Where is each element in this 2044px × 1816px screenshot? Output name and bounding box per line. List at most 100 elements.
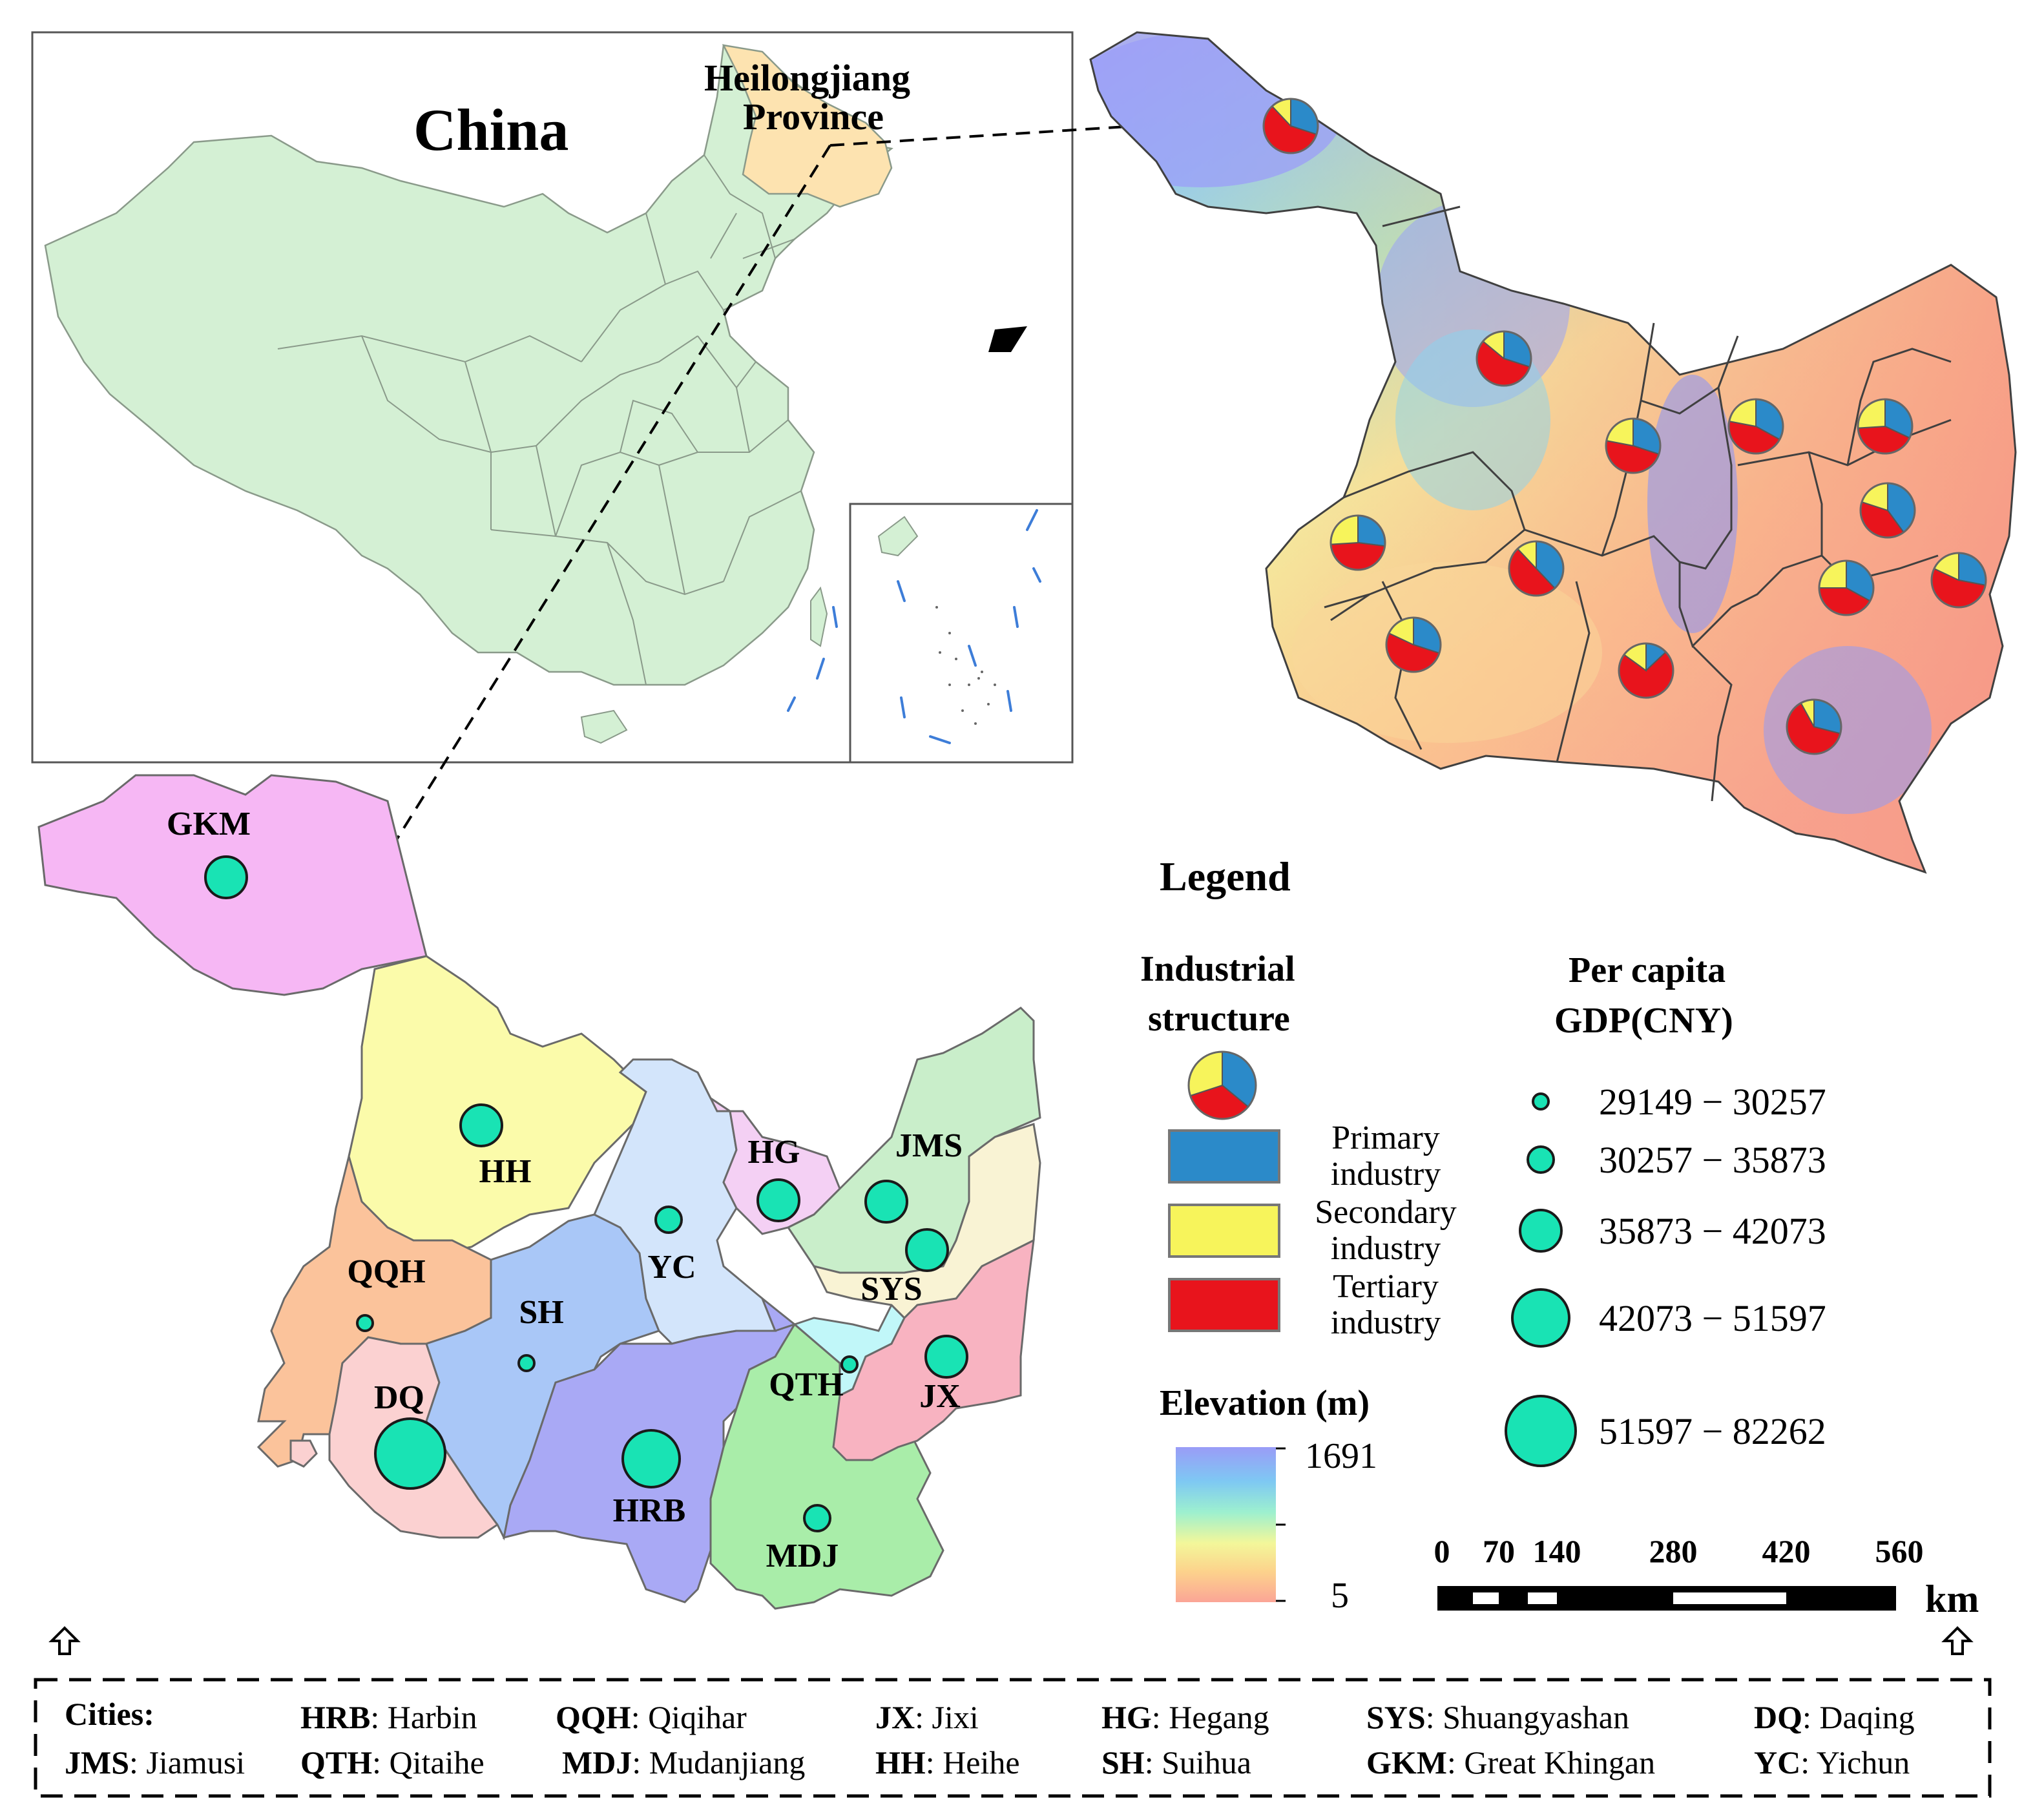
region-sh-patch xyxy=(289,1439,318,1468)
gdp-legend-rows: 29149 − 30257 30257 − 35873 35873 − 42073 4… xyxy=(1505,1081,1826,1467)
industry-pie-charts xyxy=(1262,98,1987,755)
city-key-entry: DQ: Daqing xyxy=(1754,1699,1915,1735)
china-title: China xyxy=(413,97,568,163)
city-gdp-circle-hrb xyxy=(621,1429,681,1488)
scale-tick-label: 140 xyxy=(1533,1533,1581,1569)
city-key-entry: GKM: Great Khingan xyxy=(1366,1744,1655,1780)
elevation-title: Elevation (m) xyxy=(1160,1383,1370,1423)
industry-pie xyxy=(1330,514,1386,571)
city-gdp-circle-mdj xyxy=(803,1504,831,1532)
industry-swatch xyxy=(1168,1204,1280,1258)
legend-pie-icon xyxy=(1187,1050,1257,1120)
scale-tick-label: 70 xyxy=(1483,1533,1515,1569)
industry-pie xyxy=(1727,398,1784,455)
city-key-frame xyxy=(34,1678,1992,1798)
city-label-mdj: MDJ xyxy=(766,1538,839,1574)
scale-unit: km xyxy=(1925,1578,1979,1620)
city-key-entry: JMS: Jiamusi xyxy=(65,1744,245,1780)
city-key-entry: QTH: Qitaihe xyxy=(300,1744,485,1780)
industry-swatch xyxy=(1168,1129,1280,1184)
city-key-entry: YC: Yichun xyxy=(1754,1744,1910,1780)
hainan-island xyxy=(580,709,628,744)
industrial-title-line1: Industrial xyxy=(1140,949,1295,989)
city-gdp-circle-qth xyxy=(840,1355,859,1373)
city-gdp-circle-gkm xyxy=(204,855,248,899)
industry-label-line2: industry xyxy=(1331,1230,1441,1267)
industrial-title-line2: structure xyxy=(1148,999,1290,1039)
city-label-hg: HG xyxy=(748,1134,800,1171)
city-label-sh: SH xyxy=(519,1294,563,1331)
industry-pie xyxy=(1618,642,1674,699)
china-inset-map: China Heilongjiang Province xyxy=(31,31,1074,764)
city-key-entry: MDJ: Mudanjiang xyxy=(562,1744,805,1780)
city-gdp-circle-dq xyxy=(374,1417,446,1490)
industry-pie xyxy=(1605,417,1662,474)
region-yc xyxy=(593,1058,777,1345)
industry-pie xyxy=(1476,330,1532,387)
industry-pie xyxy=(1818,559,1875,616)
scale-tick-label: 280 xyxy=(1649,1533,1698,1569)
city-gdp-circle-sh xyxy=(517,1354,536,1372)
industry-label-line1: Secondary xyxy=(1315,1194,1456,1231)
industry-pie xyxy=(1385,616,1442,673)
industry-pie xyxy=(1262,98,1319,154)
city-key-entry: SH: Suihua xyxy=(1101,1744,1251,1780)
gdp-legend-circle xyxy=(1519,1209,1563,1253)
gdp-legend-label: 51597 − 82262 xyxy=(1599,1410,1826,1452)
gdp-title-line2: GDP(CNY) xyxy=(1554,1001,1733,1041)
gdp-legend-circle xyxy=(1511,1288,1570,1348)
elevation-min-label: 5 xyxy=(1331,1576,1349,1616)
city-key-entry: HH: Heihe xyxy=(875,1744,1020,1780)
city-gdp-circle-hh xyxy=(459,1103,503,1147)
city-label-jms: JMS xyxy=(895,1127,963,1164)
small-island-mark xyxy=(988,326,1027,352)
legend: Legend Industrial structure Primaryindus… xyxy=(1140,853,1826,1616)
north-arrow-right xyxy=(1941,1626,1974,1655)
connector-lines xyxy=(367,125,1138,886)
city-key-heading: Cities: xyxy=(65,1696,154,1732)
province-label-line2: Province xyxy=(743,96,884,138)
taiwan-island xyxy=(810,586,828,647)
city-label-hrb: HRB xyxy=(613,1492,686,1529)
city-label-dq: DQ xyxy=(374,1379,424,1416)
city-key-entry: HG: Hegang xyxy=(1101,1699,1269,1735)
province-boundaries xyxy=(277,154,802,685)
industry-pie xyxy=(1508,540,1565,597)
industry-swatch xyxy=(1168,1278,1280,1332)
city-label-hh: HH xyxy=(479,1153,532,1190)
legend-pie xyxy=(1187,1050,1257,1120)
south-china-sea-inset xyxy=(787,503,1074,764)
city-label-jx: JX xyxy=(919,1378,961,1415)
gdp-legend-circle xyxy=(1532,1092,1550,1111)
city-label-qqh: QQH xyxy=(347,1253,425,1290)
city-gdp-circle-jx xyxy=(924,1335,968,1379)
industry-pie xyxy=(1859,482,1916,539)
region-qqh xyxy=(256,1153,492,1468)
city-label-sys: SYS xyxy=(860,1271,922,1308)
gdp-legend-label: 42073 − 51597 xyxy=(1599,1297,1826,1339)
city-key-entry: SYS: Shuangyashan xyxy=(1366,1699,1629,1735)
gdp-legend-circle xyxy=(1505,1395,1577,1467)
city-gdp-circle-yc xyxy=(654,1205,683,1234)
city-key-entry: QQH: Qiqihar xyxy=(556,1699,747,1735)
scale-tick-label: 560 xyxy=(1875,1533,1924,1569)
city-gdp-circle-jms xyxy=(864,1180,908,1224)
industry-label-line1: Tertiary xyxy=(1333,1268,1439,1305)
industry-pie xyxy=(1786,698,1842,755)
city-label-gkm: GKM xyxy=(167,806,251,842)
industry-label-line1: Primary xyxy=(1331,1120,1440,1156)
city-label-qth: QTH xyxy=(769,1366,844,1403)
elevation-map xyxy=(1089,31,2017,873)
city-label-yc: YC xyxy=(647,1249,696,1286)
gdp-legend-label: 30257 − 35873 xyxy=(1599,1139,1826,1181)
gdp-legend-circle xyxy=(1527,1145,1555,1174)
scale-tick-label: 0 xyxy=(1434,1533,1450,1569)
industry-label-line2: industry xyxy=(1331,1304,1441,1341)
scale-bar-body xyxy=(1437,1586,1896,1611)
gdp-legend-label: 35873 − 42073 xyxy=(1599,1210,1826,1252)
gdp-title-line1: Per capita xyxy=(1569,950,1726,990)
elevation-color-ramp xyxy=(1176,1447,1276,1602)
industry-legend-rows: PrimaryindustrySecondaryindustryTertiary… xyxy=(1168,1120,1457,1341)
industry-label-line2: industry xyxy=(1331,1156,1441,1193)
